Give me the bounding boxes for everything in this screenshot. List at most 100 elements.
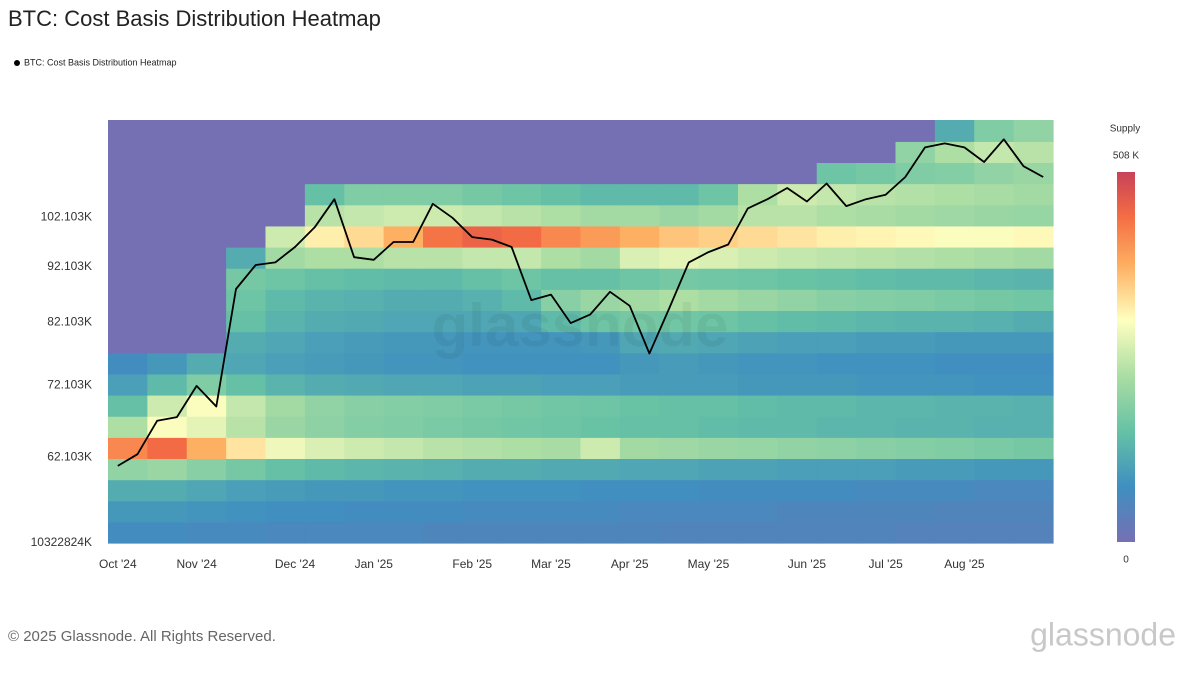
heatmap-cell <box>108 458 148 481</box>
heatmap-cell <box>265 331 306 354</box>
heatmap-cell <box>698 416 739 438</box>
heatmap-cell <box>659 289 700 312</box>
heatmap-cell <box>147 479 188 502</box>
heatmap-cell <box>226 458 267 481</box>
heatmap-cell <box>423 331 463 354</box>
heatmap-cell <box>423 394 463 417</box>
heatmap-cell <box>383 289 424 312</box>
heatmap-cell <box>895 331 936 354</box>
heatmap-cell <box>856 310 897 333</box>
heatmap-cell <box>304 289 345 312</box>
heatmap-cell <box>541 141 582 163</box>
heatmap-cell <box>777 437 818 460</box>
heatmap-cell <box>619 246 660 269</box>
heatmap-cell <box>186 162 227 185</box>
heatmap-cell <box>383 521 424 544</box>
heatmap-cell <box>816 162 857 185</box>
heatmap-cell <box>186 141 227 163</box>
heatmap-cell <box>501 225 542 248</box>
heatmap-cell <box>147 289 188 312</box>
heatmap-cell <box>501 373 542 396</box>
heatmap-cell <box>265 183 306 206</box>
heatmap-cell <box>659 394 700 417</box>
heatmap-cell <box>659 225 700 248</box>
heatmap-cell <box>738 183 778 206</box>
heatmap-cell <box>856 183 897 206</box>
heatmap-cell <box>501 204 542 227</box>
heatmap-cell <box>423 437 463 460</box>
heatmap-cell <box>934 183 975 206</box>
heatmap-cell <box>462 458 503 481</box>
heatmap-cell <box>108 373 148 396</box>
colorbar-tick-label: 508 K <box>1113 151 1139 162</box>
heatmap-cell <box>423 416 463 438</box>
chart-title: BTC: Cost Basis Distribution Heatmap <box>8 6 381 31</box>
heatmap-cell <box>659 141 700 163</box>
heatmap-cell <box>580 352 621 375</box>
heatmap-cell <box>934 246 975 269</box>
heatmap-cell <box>423 458 463 481</box>
heatmap-cell <box>383 373 424 396</box>
heatmap-cell <box>186 479 227 502</box>
heatmap-cell <box>934 373 975 396</box>
price-line <box>117 138 1044 467</box>
heatmap-cell <box>974 183 1015 206</box>
heatmap-cell <box>895 458 936 481</box>
x-tick-label: Feb '25 <box>452 557 492 571</box>
heatmap-cell <box>186 437 227 460</box>
heatmap-cell <box>147 394 188 417</box>
heatmap-cell <box>383 416 424 438</box>
heatmap-cell <box>501 268 542 290</box>
heatmap-cell <box>541 310 582 333</box>
heatmap-cell <box>659 331 700 354</box>
heatmap-cell <box>226 437 267 460</box>
heatmap-cell <box>580 373 621 396</box>
heatmap-cell <box>619 394 660 417</box>
heatmap-cell <box>501 352 542 375</box>
heatmap-cell <box>304 183 345 206</box>
heatmap-cell <box>934 458 975 481</box>
heatmap-cell <box>108 162 148 185</box>
heatmap-cell <box>777 289 818 312</box>
heatmap-cell <box>895 310 936 333</box>
heatmap-cell <box>383 479 424 502</box>
heatmap-cell <box>226 162 267 185</box>
heatmap-cell <box>541 352 582 375</box>
heatmap-cell <box>541 183 582 206</box>
heatmap-cell <box>856 458 897 481</box>
legend-label: BTC: Cost Basis Distribution Heatmap <box>24 57 177 67</box>
heatmap-cell <box>147 352 188 375</box>
heatmap-cell <box>226 352 267 375</box>
heatmap-cell <box>856 437 897 460</box>
heatmap-cell <box>777 521 818 544</box>
heatmap-cell <box>147 183 188 206</box>
heatmap-cell <box>226 225 267 248</box>
heatmap-cell <box>226 183 267 206</box>
heatmap-cell <box>186 225 227 248</box>
logo: glassnode <box>1030 616 1176 652</box>
heatmap-cell <box>304 479 345 502</box>
heatmap-cell <box>738 141 778 163</box>
heatmap-cell <box>698 268 739 290</box>
heatmap-cell <box>462 521 503 544</box>
heatmap-cell <box>777 373 818 396</box>
heatmap-cell <box>934 416 975 438</box>
heatmap-cell <box>462 373 503 396</box>
heatmap-cell <box>738 225 778 248</box>
colorbar-title: Supply <box>1110 124 1141 135</box>
heatmap-cell <box>147 141 188 163</box>
y-tick-label: 62.103K <box>47 449 92 463</box>
heatmap-cell <box>816 458 857 481</box>
heatmap-cell <box>580 120 621 142</box>
heatmap-cell <box>816 437 857 460</box>
heatmap-cell <box>462 416 503 438</box>
heatmap-cell <box>462 268 503 290</box>
x-tick-label: Apr '25 <box>611 557 649 571</box>
heatmap-cell <box>383 183 424 206</box>
heatmap-cell <box>816 246 857 269</box>
heatmap-cell <box>186 373 227 396</box>
heatmap-cell <box>738 162 778 185</box>
heatmap-cell <box>580 268 621 290</box>
heatmap-cell <box>934 289 975 312</box>
heatmap-cell <box>1013 479 1054 502</box>
